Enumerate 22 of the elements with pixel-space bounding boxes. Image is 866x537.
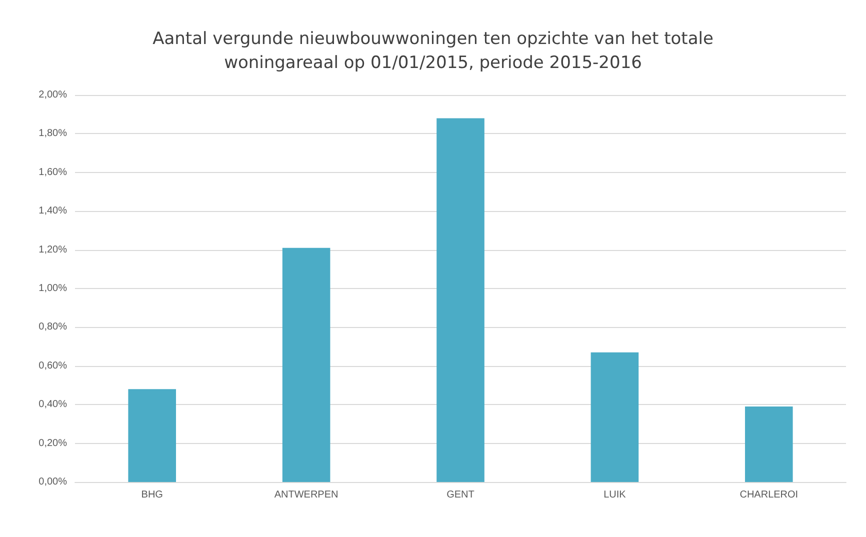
y-tick-label: 0,20% [38,438,68,449]
bar [745,406,793,482]
bar [282,248,330,482]
y-tick-label: 1,20% [38,244,68,256]
y-tick-label: 1,40% [38,206,68,217]
y-tick-label: 1,00% [38,283,68,294]
x-tick-label: ANTWERPEN [274,490,338,500]
x-tick-label: BHG [141,490,164,500]
x-tick-label: CHARLEROI [740,490,798,500]
y-tick-label: 0,40% [38,399,68,410]
bar [128,389,176,482]
chart-title: Aantal vergunde nieuwbouwwoningen ten opzichte van het totale woningareaal op 01/01/2015, periode 2015-2016 [152,29,714,73]
y-tick-label: 0,60% [38,360,68,372]
x-tick-label: LUIK [604,490,626,500]
y-tick-label: 1,60% [38,166,68,178]
y-tick-label: 2,00% [38,90,68,100]
y-tick-label: 0,00% [38,476,68,488]
bar [436,118,484,482]
bar [590,352,639,482]
y-tick-label: 0,80% [38,322,68,333]
y-tick-label: 1,80% [38,128,68,140]
x-tick-label: GENT [446,490,474,500]
